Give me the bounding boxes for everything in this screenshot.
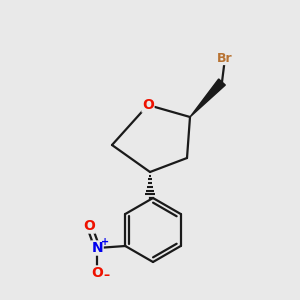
Text: O: O: [91, 266, 103, 280]
Text: Br: Br: [217, 52, 233, 64]
Text: O: O: [142, 98, 154, 112]
Polygon shape: [190, 79, 225, 117]
Text: +: +: [101, 237, 109, 247]
Text: –: –: [103, 268, 109, 281]
Text: O: O: [83, 219, 95, 233]
Text: N: N: [92, 241, 103, 255]
